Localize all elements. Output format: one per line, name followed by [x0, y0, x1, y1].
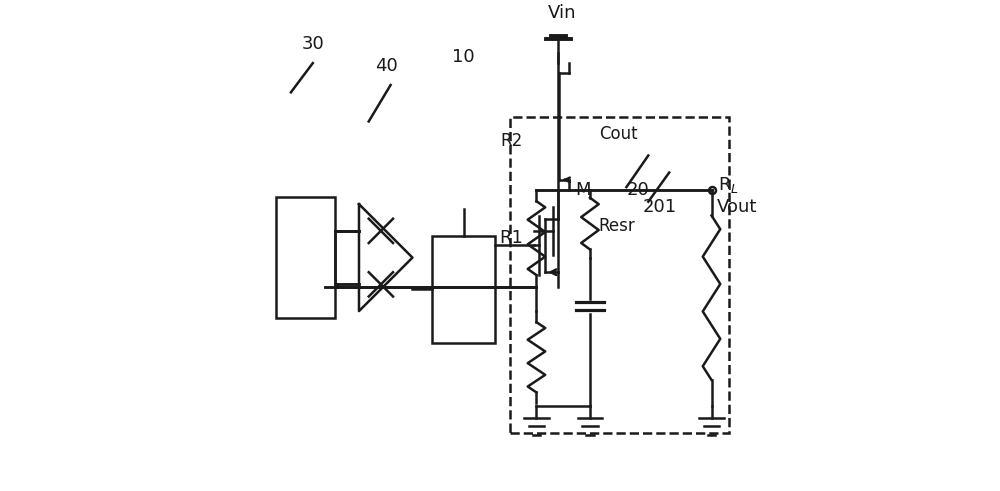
Text: 20: 20	[626, 181, 649, 199]
Bar	[276, 197, 335, 318]
Text: R$_L$: R$_L$	[718, 175, 739, 194]
Text: 201: 201	[642, 198, 677, 216]
Text: Vout: Vout	[716, 197, 757, 216]
Text: 40: 40	[375, 57, 398, 75]
Text: 10: 10	[452, 48, 475, 65]
Text: Resr: Resr	[599, 217, 635, 235]
Text: M: M	[575, 181, 591, 198]
Text: 30: 30	[301, 35, 324, 54]
Text: R2: R2	[501, 132, 523, 150]
Bar	[432, 236, 495, 343]
Bar	[510, 116, 729, 433]
Text: Vin: Vin	[548, 4, 576, 22]
Text: Cout: Cout	[599, 125, 637, 142]
Text: R1: R1	[499, 229, 523, 247]
